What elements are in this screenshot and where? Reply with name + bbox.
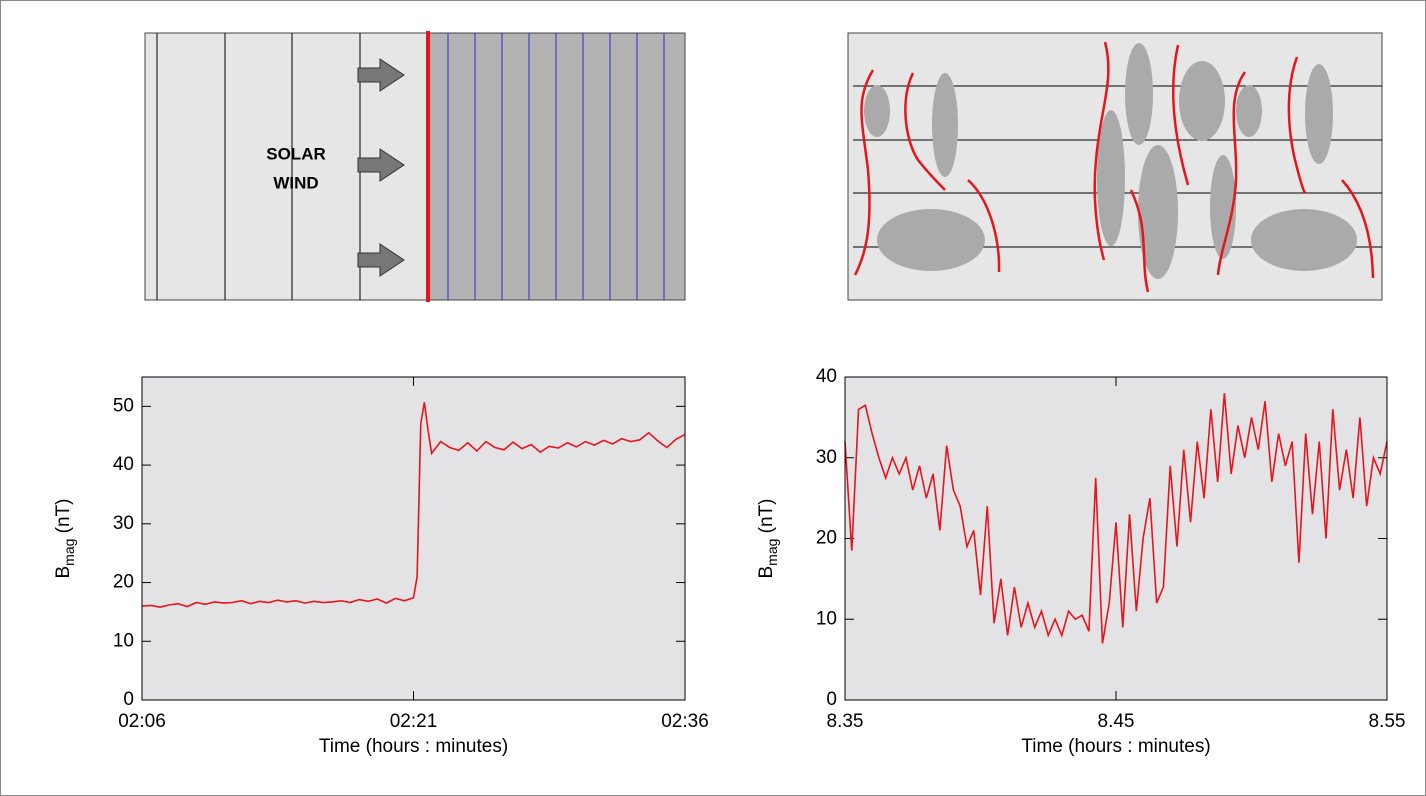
x-tick-label: 8.35 [827, 711, 864, 732]
y-tick-label: 20 [816, 528, 837, 549]
compressed-field-lines [447, 33, 665, 300]
turbulence-diagram [847, 32, 1383, 301]
plot-border [844, 376, 1388, 701]
y-axis-title-unit: (nT) [756, 498, 777, 538]
y-tick-label: 0 [826, 689, 837, 710]
y-axis-title-sub: mag [61, 539, 77, 566]
x-axis-title: Time (hours : minutes) [319, 736, 508, 757]
y-tick-label: 40 [113, 454, 134, 475]
x-axis-title: Time (hours : minutes) [1021, 736, 1210, 757]
y-tick-label: 40 [816, 366, 837, 387]
y-tick-label: 20 [113, 572, 134, 593]
y-tick-label: 10 [113, 630, 134, 651]
x-tick-label: 8.45 [1098, 711, 1135, 732]
x-tick-label: 02:36 [661, 711, 709, 732]
chart: 0 10 20 30 40 8.35 8.45 8.55 Time (hours : minut… [756, 366, 1405, 757]
diagram-label: SOLAR [266, 144, 326, 163]
y-axis-title: Bmag (nT) [53, 498, 77, 578]
y-axis-title: Bmag (nT) [756, 498, 780, 578]
arrows [357, 58, 405, 277]
structures [864, 43, 1357, 279]
curves [853, 41, 1375, 293]
plot-area [142, 377, 685, 700]
plot-area [845, 377, 1387, 700]
x-tick-label: 8.55 [1369, 711, 1406, 732]
y-tick-label: 30 [113, 513, 134, 534]
chart: 0 10 20 30 40 50 02:06 02:21 02:36 Time (hours : … [53, 376, 709, 757]
y-axis-title-base: B [53, 566, 74, 579]
data-line [844, 393, 1388, 644]
solar-wind-diagram: SOLAR WIND [144, 31, 686, 302]
y-axis-title-sub: mag [764, 539, 780, 566]
x-tick-label: 02:06 [118, 711, 166, 732]
plot-border [141, 376, 686, 701]
y-axis-title-base: B [756, 566, 777, 579]
y-tick-label: 50 [113, 395, 134, 416]
y-axis-title-unit: (nT) [53, 498, 74, 538]
y-tick-label: 30 [816, 447, 837, 468]
x-tick-label: 02:21 [390, 711, 438, 732]
data-line [141, 402, 686, 609]
diagram-label: WIND [273, 173, 318, 192]
y-tick-label: 10 [816, 608, 837, 629]
y-tick-label: 0 [123, 689, 134, 710]
